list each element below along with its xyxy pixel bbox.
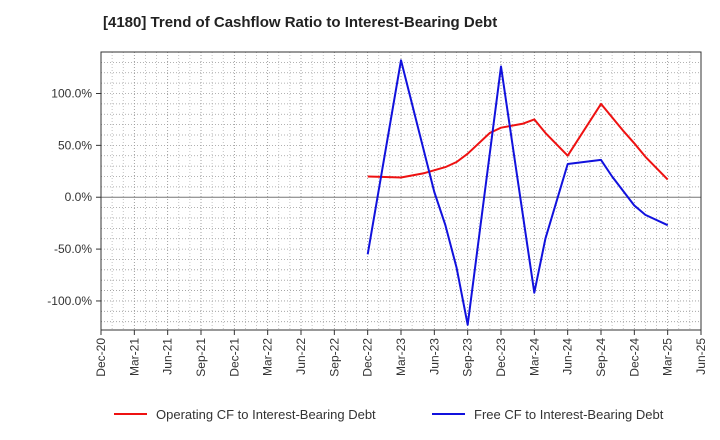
x-tick-label: Mar-21 bbox=[127, 338, 141, 376]
y-tick-label: 0.0% bbox=[65, 190, 93, 204]
x-tick-label: Sep-22 bbox=[327, 338, 341, 377]
x-tick-label: Dec-20 bbox=[94, 338, 108, 377]
x-tick-label: Jun-22 bbox=[294, 338, 308, 375]
x-tick-label: Sep-24 bbox=[594, 338, 608, 377]
x-tick-label: Mar-22 bbox=[261, 338, 275, 376]
x-tick-label: Dec-23 bbox=[494, 338, 508, 377]
x-tick-label: Mar-25 bbox=[661, 338, 675, 376]
x-tick-label: Mar-23 bbox=[394, 338, 408, 376]
y-tick-label: 100.0% bbox=[51, 86, 92, 100]
x-tick-label: Dec-21 bbox=[227, 338, 241, 377]
chart-title: [4180] Trend of Cashflow Ratio to Intere… bbox=[103, 14, 498, 31]
y-tick-label: 50.0% bbox=[58, 138, 92, 152]
x-tick-label: Jun-24 bbox=[561, 338, 575, 375]
x-tick-label: Jun-21 bbox=[161, 338, 175, 375]
operating-cf-series-line bbox=[367, 102, 669, 181]
y-tick-label: -50.0% bbox=[54, 242, 92, 256]
x-tick-label: Sep-21 bbox=[194, 338, 208, 377]
x-tick-label: Jun-25 bbox=[694, 338, 708, 375]
legend-label-operating-cf: Operating CF to Interest-Bearing Debt bbox=[156, 407, 376, 422]
legend-label-free-cf: Free CF to Interest-Bearing Debt bbox=[474, 407, 664, 422]
y-tick-label: -100.0% bbox=[47, 294, 92, 308]
free-cf-series-line bbox=[366, 59, 669, 326]
x-tick-label: Dec-22 bbox=[361, 338, 375, 377]
x-tick-label: Dec-24 bbox=[627, 338, 641, 377]
x-tick-label: Sep-23 bbox=[461, 338, 475, 377]
x-tick-label: Mar-24 bbox=[527, 338, 541, 376]
x-tick-label: Jun-23 bbox=[427, 338, 441, 375]
